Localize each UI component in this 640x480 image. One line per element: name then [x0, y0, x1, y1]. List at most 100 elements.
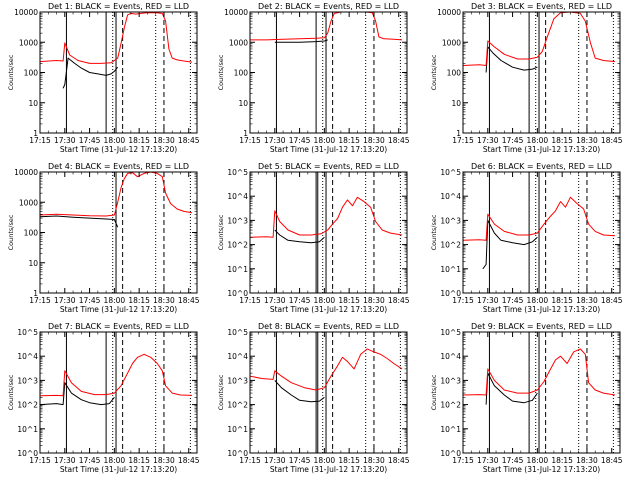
x-tick-label: 17:15 — [29, 296, 51, 305]
x-axis-label: Start Time (31-Jul-12 17:13:20) — [270, 145, 387, 154]
chart-panel-9: Det 9: BLACK = Events, RED = LLD 10^0 10^1… — [430, 322, 623, 474]
chart-title: Det 1: BLACK = Events, RED = LLD — [48, 2, 189, 11]
y-tick-label: 10^2 — [17, 401, 38, 410]
y-tick-label: 10000 — [14, 168, 38, 177]
chart-panel-1: Det 1: BLACK = Events, RED = LLD 1 10 100 10… — [7, 2, 200, 154]
y-tick-label: 100 — [447, 69, 462, 78]
chart-panel-4: Det 4: BLACK = Events, RED = LLD 1 10 100 10… — [7, 162, 200, 314]
y-tick-label: 10^4 — [440, 192, 461, 201]
y-tick-label: 10^4 — [227, 192, 248, 201]
x-tick-label: 18:00 — [104, 296, 126, 305]
plot-frame — [249, 171, 408, 294]
x-tick-label: 17:30 — [477, 456, 499, 465]
y-tick-label: 10^1 — [440, 265, 461, 274]
x-tick-label: 17:30 — [264, 296, 286, 305]
x-tick-label: 17:30 — [54, 136, 76, 145]
y-tick-label: 1 — [33, 129, 38, 138]
y-tick-label: 10^2 — [440, 401, 461, 410]
y-tick-label: 10000 — [14, 8, 38, 17]
chart-title: Det 9: BLACK = Events, RED = LLD — [471, 322, 612, 331]
y-tick-label: 1 — [243, 129, 248, 138]
x-tick-label: 17:15 — [452, 136, 474, 145]
series-lld-line — [39, 353, 193, 397]
y-tick-label: 1 — [33, 289, 38, 298]
series-events-line — [62, 57, 119, 89]
series-lld-line — [462, 11, 616, 66]
x-tick-label: 18:15 — [551, 136, 573, 145]
series-events-line — [274, 380, 325, 403]
x-tick-label: 18:15 — [338, 296, 360, 305]
series-lld-line — [462, 196, 616, 241]
series-events-line — [274, 39, 328, 43]
x-tick-label: 17:30 — [54, 296, 76, 305]
y-tick-label: 10^0 — [440, 289, 461, 298]
y-tick-label: 10 — [238, 99, 248, 108]
y-axis-label: Counts/sec — [7, 374, 15, 410]
series-events-line — [485, 372, 538, 405]
y-axis-label: Counts/sec — [217, 214, 225, 250]
x-tick-label: 17:15 — [239, 296, 261, 305]
x-tick-label: 17:15 — [29, 456, 51, 465]
chart-title: Det 8: BLACK = Events, RED = LLD — [258, 322, 399, 331]
x-tick-label: 17:15 — [452, 456, 474, 465]
x-tick-label: 17:45 — [79, 136, 101, 145]
x-tick-label: 18:45 — [388, 456, 410, 465]
y-tick-label: 1000 — [19, 198, 38, 207]
plot-frame — [462, 331, 621, 454]
x-tick-label: 18:00 — [314, 136, 336, 145]
x-tick-label: 17:15 — [452, 296, 474, 305]
x-tick-label: 18:00 — [527, 456, 549, 465]
x-tick-label: 17:45 — [289, 136, 311, 145]
chart-title: Det 3: BLACK = Events, RED = LLD — [471, 2, 612, 11]
chart-title: Det 7: BLACK = Events, RED = LLD — [48, 322, 189, 331]
chart-panel-7: Det 7: BLACK = Events, RED = LLD 10^0 10^1… — [7, 322, 200, 474]
series-lld-line — [462, 348, 616, 396]
chart-panel-6: Det 6: BLACK = Events, RED = LLD 10^0 10^1… — [430, 162, 623, 314]
x-axis-label: Start Time (31-Jul-12 17:13:20) — [60, 465, 177, 474]
y-tick-label: 1 — [456, 129, 461, 138]
chart-panel-3: Det 3: BLACK = Events, RED = LLD 1 10 100 10… — [430, 2, 623, 154]
x-axis-label: Start Time (31-Jul-12 17:13:20) — [60, 305, 177, 314]
y-tick-label: 10^0 — [227, 289, 248, 298]
x-axis-label: Start Time (31-Jul-12 17:13:20) — [60, 145, 177, 154]
x-axis-label: Start Time (31-Jul-12 17:13:20) — [483, 145, 600, 154]
y-tick-label: 10^5 — [17, 328, 38, 337]
x-tick-label: 18:30 — [363, 136, 385, 145]
x-tick-label: 17:30 — [54, 456, 76, 465]
x-tick-label: 18:45 — [601, 136, 623, 145]
x-tick-label: 18:15 — [128, 456, 150, 465]
x-tick-label: 18:15 — [128, 136, 150, 145]
plot-frame — [39, 11, 198, 134]
plot-frame — [39, 331, 198, 454]
x-tick-label: 17:45 — [502, 136, 524, 145]
x-tick-label: 17:45 — [289, 456, 311, 465]
x-tick-label: 18:00 — [314, 296, 336, 305]
chart-title: Det 5: BLACK = Events, RED = LLD — [258, 162, 399, 171]
x-tick-label: 17:30 — [477, 136, 499, 145]
x-tick-label: 18:45 — [388, 296, 410, 305]
chart-panel-8: Det 8: BLACK = Events, RED = LLD 10^0 10^1… — [217, 322, 410, 474]
x-tick-label: 17:45 — [289, 296, 311, 305]
x-tick-label: 17:45 — [79, 296, 101, 305]
series-lld-line — [249, 196, 403, 238]
y-tick-label: 10^1 — [227, 425, 248, 434]
x-tick-label: 17:15 — [239, 456, 261, 465]
x-axis-label: Start Time (31-Jul-12 17:13:20) — [483, 465, 600, 474]
y-tick-label: 100 — [24, 229, 39, 238]
x-tick-label: 18:00 — [104, 136, 126, 145]
y-tick-label: 10^2 — [227, 241, 248, 250]
y-tick-label: 10^5 — [227, 168, 248, 177]
x-tick-label: 18:15 — [128, 296, 150, 305]
chart-title: Det 2: BLACK = Events, RED = LLD — [258, 2, 399, 11]
x-tick-label: 18:00 — [314, 456, 336, 465]
y-tick-label: 10^3 — [227, 376, 248, 385]
series-lld-line — [39, 171, 193, 217]
y-tick-label: 1000 — [19, 38, 38, 47]
x-tick-label: 18:30 — [576, 296, 598, 305]
y-tick-label: 10^3 — [440, 376, 461, 385]
x-tick-label: 18:15 — [338, 456, 360, 465]
y-tick-label: 10^1 — [227, 265, 248, 274]
x-tick-label: 17:30 — [264, 136, 286, 145]
chart-panel-2: Det 2: BLACK = Events, RED = LLD 1 10 100 10… — [217, 2, 410, 154]
x-tick-label: 17:15 — [29, 136, 51, 145]
